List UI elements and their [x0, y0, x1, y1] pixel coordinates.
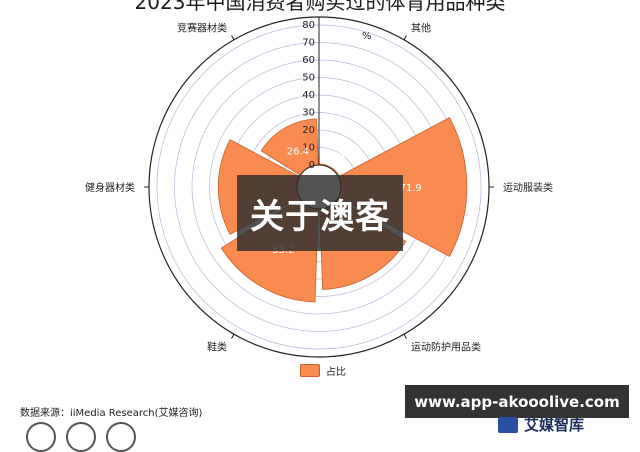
category-label: 健身器材类 — [85, 181, 135, 194]
radial-unit-label: % — [362, 31, 372, 42]
category-tick — [403, 333, 407, 339]
chart-title: 2023年中国消费者购买过的体育用品种类 — [134, 0, 506, 14]
legend-label: 占比 — [326, 367, 346, 378]
legend-swatch — [300, 364, 320, 377]
radial-tick-label: 0 — [309, 160, 315, 171]
radial-tick-label: 30 — [302, 108, 315, 119]
brand-logo-icon — [498, 416, 518, 433]
radial-tick-label: 70 — [302, 38, 315, 49]
category-label: 运动防护用品类 — [411, 340, 481, 353]
category-label: 竞赛器材类 — [177, 22, 227, 35]
value-label: 71.9 — [400, 183, 422, 194]
radial-tick-label: 20 — [302, 125, 315, 136]
radial-tick-label: 50 — [302, 73, 315, 84]
overlay-label: 关于澳客 — [237, 175, 403, 251]
brand-mark: 艾媒智库 — [498, 414, 584, 435]
value-label: 26.4 — [287, 146, 309, 157]
category-label: 其他 — [411, 22, 431, 35]
watermark-banner[interactable]: www.app-akooolive.com — [405, 385, 629, 418]
radial-tick-label: 80 — [302, 20, 315, 31]
brand-name: 艾媒智库 — [524, 416, 585, 434]
radial-tick-label: 10 — [302, 143, 315, 154]
category-tick — [231, 35, 235, 41]
radial-tick-label: 40 — [302, 90, 315, 101]
category-label: 鞋类 — [207, 340, 227, 353]
radial-tick-label: 60 — [302, 55, 315, 66]
category-tick — [403, 35, 407, 41]
category-label: 运动服装类 — [503, 181, 553, 194]
category-tick — [231, 333, 235, 339]
value-label: 0.6 — [329, 152, 345, 163]
source-note: 数据来源：iiMedia Research(艾媒咨询) — [20, 408, 203, 419]
legend[interactable]: 占比 — [300, 363, 346, 378]
